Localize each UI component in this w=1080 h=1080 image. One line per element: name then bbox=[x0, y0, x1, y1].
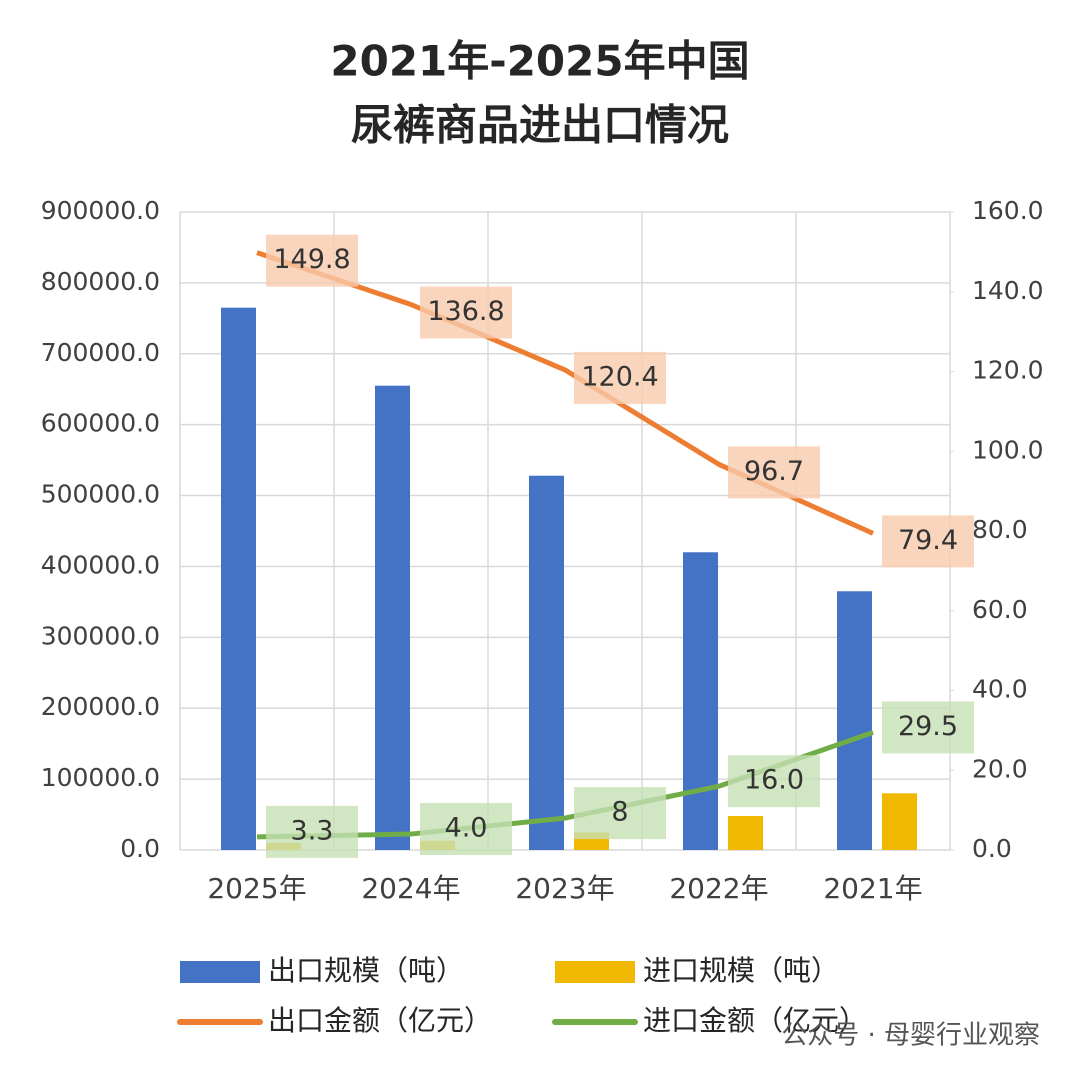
x-tick-label: 2025年 bbox=[207, 872, 306, 905]
value-label: 120.4 bbox=[581, 361, 658, 392]
value-label-box bbox=[420, 286, 512, 339]
value-label-box bbox=[266, 234, 358, 287]
y-tick-label: 900000.0 bbox=[41, 196, 160, 225]
chart-title: 2021年-2025年中国 bbox=[330, 37, 749, 86]
value-label: 3.3 bbox=[291, 815, 334, 846]
y-tick-label: 500000.0 bbox=[41, 480, 160, 509]
value-label: 79.4 bbox=[898, 525, 958, 556]
y2-tick-label: 60.0 bbox=[972, 595, 1028, 624]
legend-label: 出口规模（吨） bbox=[268, 954, 464, 987]
value-label-box bbox=[574, 787, 666, 840]
y2-tick-label: 140.0 bbox=[972, 276, 1044, 305]
y-tick-label: 600000.0 bbox=[41, 409, 160, 438]
y-tick-label: 100000.0 bbox=[41, 763, 160, 792]
value-label: 149.8 bbox=[273, 244, 350, 275]
y2-tick-label: 0.0 bbox=[972, 834, 1012, 863]
legend-swatch bbox=[180, 961, 260, 983]
bar bbox=[529, 475, 564, 850]
bar bbox=[683, 552, 718, 850]
value-label-box bbox=[420, 803, 512, 856]
value-label-box bbox=[882, 701, 974, 754]
y2-tick-label: 100.0 bbox=[972, 435, 1044, 464]
value-label-box bbox=[574, 351, 666, 404]
x-tick-label: 2024年 bbox=[361, 872, 460, 905]
y-tick-label: 300000.0 bbox=[41, 621, 160, 650]
bar bbox=[375, 385, 410, 850]
bar bbox=[882, 793, 917, 850]
y-tick-label: 700000.0 bbox=[41, 338, 160, 367]
y-tick-label: 800000.0 bbox=[41, 267, 160, 296]
bar bbox=[221, 307, 256, 850]
legend-label: 进口规模（吨） bbox=[643, 954, 839, 987]
y2-tick-label: 40.0 bbox=[972, 675, 1028, 704]
y-tick-label: 400000.0 bbox=[41, 550, 160, 579]
legend-label: 出口金额（亿元） bbox=[268, 1004, 492, 1037]
value-label: 29.5 bbox=[898, 711, 958, 742]
x-tick-label: 2022年 bbox=[669, 872, 768, 905]
y2-tick-label: 20.0 bbox=[972, 754, 1028, 783]
y2-tick-label: 160.0 bbox=[972, 196, 1044, 225]
bar bbox=[837, 591, 872, 850]
legend-label: 进口金额（亿元） bbox=[643, 1004, 867, 1037]
value-label: 8 bbox=[611, 797, 628, 828]
chart-title: 尿裤商品进出口情况 bbox=[351, 101, 729, 150]
y-tick-label: 200000.0 bbox=[41, 692, 160, 721]
y2-tick-label: 120.0 bbox=[972, 356, 1044, 385]
value-label-box bbox=[728, 755, 820, 808]
bar bbox=[728, 815, 763, 850]
y2-tick-label: 80.0 bbox=[972, 515, 1028, 544]
value-label: 136.8 bbox=[427, 296, 504, 327]
value-label-box bbox=[266, 805, 358, 858]
y-tick-label: 0.0 bbox=[120, 834, 160, 863]
x-tick-label: 2023年 bbox=[515, 872, 614, 905]
value-label: 96.7 bbox=[744, 456, 804, 487]
watermark: 公众号 · 母婴行业观察 bbox=[781, 1021, 1040, 1051]
value-label: 16.0 bbox=[744, 765, 804, 796]
value-label: 4.0 bbox=[445, 813, 488, 844]
value-label-box bbox=[728, 446, 820, 499]
x-tick-label: 2021年 bbox=[823, 872, 922, 905]
legend-swatch bbox=[555, 961, 635, 983]
value-label-box bbox=[882, 515, 974, 568]
